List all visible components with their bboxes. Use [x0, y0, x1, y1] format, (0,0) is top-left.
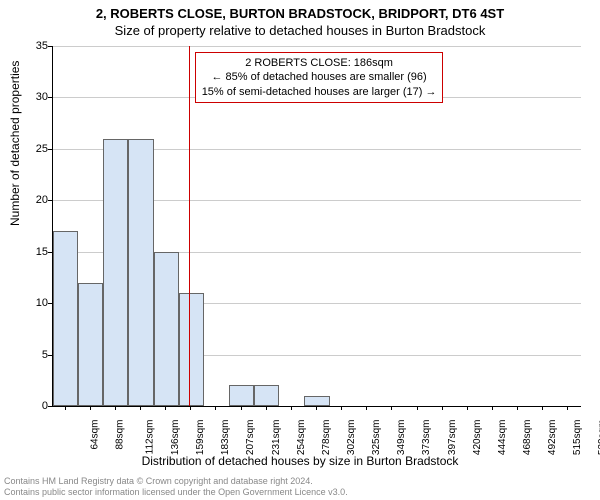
xtick-label: 254sqm: [296, 420, 307, 456]
histogram-bar: [103, 139, 128, 406]
xtick-label: 325sqm: [371, 420, 382, 456]
xtick-mark: [215, 406, 216, 410]
xtick-label: 397sqm: [447, 420, 458, 456]
footer-attribution: Contains HM Land Registry data © Crown c…: [4, 476, 348, 498]
xtick-mark: [341, 406, 342, 410]
xtick-mark: [492, 406, 493, 410]
xtick-label: 231sqm: [271, 420, 282, 456]
xtick-mark: [241, 406, 242, 410]
x-axis-label: Distribution of detached houses by size …: [0, 454, 600, 468]
xtick-mark: [266, 406, 267, 410]
xtick-label: 64sqm: [89, 420, 100, 450]
ytick-mark: [48, 303, 52, 304]
xtick-mark: [417, 406, 418, 410]
ytick-label: 0: [8, 400, 48, 412]
annotation-line2: ← 85% of detached houses are smaller (96…: [202, 70, 437, 84]
xtick-mark: [65, 406, 66, 410]
xtick-label: 468sqm: [522, 420, 533, 456]
xtick-label: 515sqm: [572, 420, 583, 456]
histogram-bar: [53, 231, 78, 406]
annotation-line3: 15% of semi-detached houses are larger (…: [202, 85, 437, 99]
ytick-mark: [48, 200, 52, 201]
histogram-bar: [229, 385, 254, 406]
xtick-mark: [190, 406, 191, 410]
footer-line1: Contains HM Land Registry data © Crown c…: [4, 476, 348, 487]
xtick-label: 207sqm: [246, 420, 257, 456]
xtick-mark: [391, 406, 392, 410]
xtick-mark: [90, 406, 91, 410]
xtick-mark: [567, 406, 568, 410]
ytick-label: 35: [8, 40, 48, 52]
ytick-label: 10: [8, 297, 48, 309]
xtick-mark: [316, 406, 317, 410]
xtick-label: 420sqm: [472, 420, 483, 456]
histogram-bar: [304, 396, 329, 406]
xtick-label: 444sqm: [497, 420, 508, 456]
ytick-mark: [48, 355, 52, 356]
property-marker-line: [189, 46, 190, 406]
xtick-label: 278sqm: [321, 420, 332, 456]
ytick-mark: [48, 149, 52, 150]
xtick-label: 112sqm: [144, 420, 155, 455]
histogram-bar: [78, 283, 103, 406]
chart-title-line2: Size of property relative to detached ho…: [0, 21, 600, 38]
histogram-bar: [179, 293, 204, 406]
chart-plot-area: 2 ROBERTS CLOSE: 186sqm← 85% of detached…: [52, 46, 581, 407]
annotation-line1: 2 ROBERTS CLOSE: 186sqm: [202, 56, 437, 70]
xtick-mark: [165, 406, 166, 410]
xtick-mark: [291, 406, 292, 410]
xtick-label: 88sqm: [114, 420, 125, 450]
gridline: [53, 46, 581, 47]
xtick-label: 302sqm: [346, 420, 357, 456]
xtick-label: 136sqm: [170, 420, 181, 456]
histogram-bar: [154, 252, 179, 406]
xtick-label: 373sqm: [422, 420, 433, 456]
xtick-label: 159sqm: [195, 420, 206, 456]
ytick-mark: [48, 406, 52, 407]
xtick-mark: [542, 406, 543, 410]
xtick-mark: [115, 406, 116, 410]
xtick-mark: [140, 406, 141, 410]
ytick-label: 25: [8, 143, 48, 155]
xtick-mark: [442, 406, 443, 410]
annotation-box: 2 ROBERTS CLOSE: 186sqm← 85% of detached…: [195, 52, 444, 103]
ytick-label: 5: [8, 349, 48, 361]
ytick-label: 15: [8, 246, 48, 258]
ytick-label: 20: [8, 194, 48, 206]
xtick-label: 492sqm: [547, 420, 558, 456]
chart-title-line1: 2, ROBERTS CLOSE, BURTON BRADSTOCK, BRID…: [0, 0, 600, 21]
ytick-mark: [48, 252, 52, 253]
histogram-bar: [128, 139, 153, 406]
xtick-mark: [467, 406, 468, 410]
ytick-label: 30: [8, 91, 48, 103]
footer-line2: Contains public sector information licen…: [4, 487, 348, 498]
xtick-mark: [517, 406, 518, 410]
ytick-mark: [48, 97, 52, 98]
histogram-bar: [254, 385, 279, 406]
xtick-mark: [366, 406, 367, 410]
ytick-mark: [48, 46, 52, 47]
xtick-label: 349sqm: [396, 420, 407, 456]
xtick-label: 183sqm: [220, 420, 231, 456]
